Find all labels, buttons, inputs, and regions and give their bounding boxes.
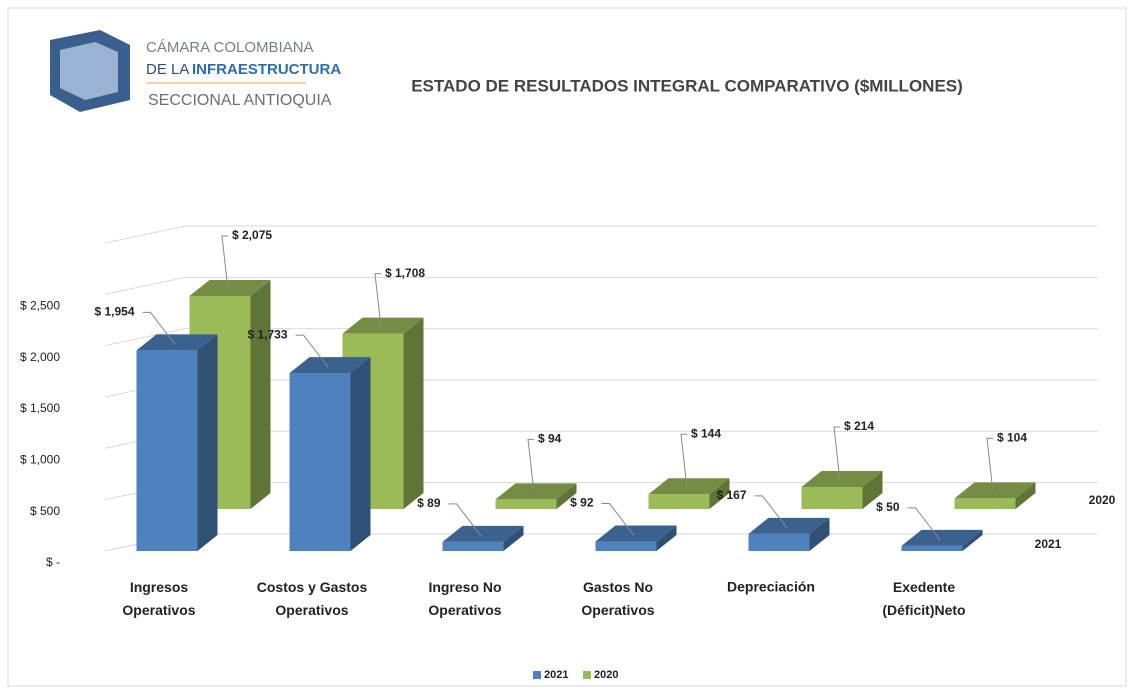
bar-top: [342, 317, 424, 334]
bar-top: [442, 525, 524, 542]
grid-line: [104, 276, 1098, 295]
bar-front: [136, 350, 198, 551]
x-tick-label: Ingreso No Operativos: [428, 579, 501, 618]
x-tick-label: Gastos No Operativos: [581, 579, 654, 618]
leader-line: [527, 438, 535, 494]
bar-side: [809, 517, 830, 551]
leader-line: [986, 437, 994, 493]
bar-top: [136, 334, 218, 351]
leader-line: [221, 235, 229, 291]
bar-front: [442, 541, 504, 551]
bar: [495, 483, 577, 509]
leader-line: [754, 495, 788, 529]
legend-swatch: [583, 671, 591, 679]
bar: [901, 529, 983, 551]
value-label: $ 104: [997, 430, 1027, 444]
y-tick-label: $ 2,500: [20, 299, 60, 313]
bar-top: [289, 357, 371, 374]
bar-top: [648, 478, 730, 495]
y-tick-label: $ 500: [30, 504, 60, 518]
chart-title: ESTADO DE RESULTADOS INTEGRAL COMPARATIV…: [411, 76, 963, 95]
value-label: $ 92: [570, 496, 594, 510]
leader-line: [448, 503, 482, 537]
value-label: $ 144: [691, 426, 721, 440]
bar: [442, 525, 524, 551]
logo-text: DE LA: [146, 61, 189, 78]
value-label: $ 214: [844, 419, 874, 433]
bar-front: [495, 499, 557, 509]
bar-side: [656, 525, 677, 551]
logo-text: INFRAESTRUCTURA: [192, 61, 341, 78]
bar-top: [901, 529, 983, 546]
depth-label: 2021: [1035, 537, 1062, 551]
leader-line: [680, 433, 688, 489]
bar-front: [289, 373, 351, 551]
bar: [748, 517, 830, 551]
bar-top: [595, 525, 677, 542]
bar-front: [954, 498, 1016, 509]
y-tick-label: $ 1,500: [20, 401, 60, 415]
bar-side: [350, 357, 371, 551]
bar-front: [901, 545, 963, 551]
value-label: $ 1,708: [385, 266, 425, 280]
x-tick-label: Exedente (Déficit)Neto: [882, 579, 965, 618]
bar-side: [962, 529, 983, 551]
bar: [954, 482, 1036, 509]
bar-top: [189, 279, 271, 296]
y-tick-label: $ 2,000: [20, 350, 60, 364]
grid-line: [104, 328, 1098, 347]
bar-front: [595, 541, 657, 551]
legend-swatch: [533, 671, 541, 679]
leader-line: [833, 426, 841, 482]
bar: [289, 357, 371, 551]
bar-top: [801, 471, 883, 488]
x-tick-label: Costos y Gastos Operativos: [257, 579, 368, 618]
bar: [648, 478, 730, 509]
bar: [136, 334, 218, 551]
leader-line: [295, 334, 329, 368]
y-tick-label: $ 1,000: [20, 453, 60, 467]
bar-side: [403, 317, 424, 509]
legend-label: 2021: [544, 669, 568, 681]
bar: [801, 471, 883, 509]
x-tick-label: Ingresos Operativos: [122, 579, 195, 618]
bar-top: [495, 483, 577, 500]
value-label: $ 50: [876, 500, 900, 514]
value-label: $ 89: [417, 496, 441, 510]
leader-line: [142, 311, 176, 345]
bar: [595, 525, 677, 551]
depth-label: 2020: [1089, 493, 1116, 507]
bar-front: [801, 487, 863, 509]
value-label: $ 1,733: [247, 327, 287, 341]
y-tick-label: $ -: [46, 555, 60, 569]
logo: CÁMARA COLOMBIANA DE LA INFRAESTRUCTURA …: [50, 30, 341, 112]
logo-text: SECCIONAL ANTIOQUIA: [148, 92, 332, 109]
bar-front: [748, 533, 810, 551]
leader-line: [601, 503, 635, 536]
bar-top: [954, 482, 1036, 499]
leader-line: [907, 507, 941, 541]
bar-side: [197, 334, 218, 551]
bar-side: [862, 471, 883, 509]
value-label: $ 1,954: [94, 305, 134, 319]
leader-line: [374, 273, 382, 328]
wall-edge: [104, 225, 1098, 244]
bar-side: [556, 483, 577, 509]
value-label: $ 94: [538, 432, 562, 446]
bar-side: [250, 279, 271, 509]
value-label: $ 2,075: [232, 228, 272, 242]
value-label: $ 167: [716, 488, 746, 502]
bar-side: [503, 525, 524, 551]
bar-side: [1015, 482, 1036, 509]
legend-label: 2020: [594, 669, 618, 681]
bar-top: [748, 517, 830, 534]
x-tick-label: Depreciación: [727, 579, 815, 595]
logo-mark-inner: [60, 42, 118, 100]
logo-text: CÁMARA COLOMBIANA: [146, 39, 314, 56]
bar-side: [709, 478, 730, 509]
bar-front: [648, 494, 710, 509]
